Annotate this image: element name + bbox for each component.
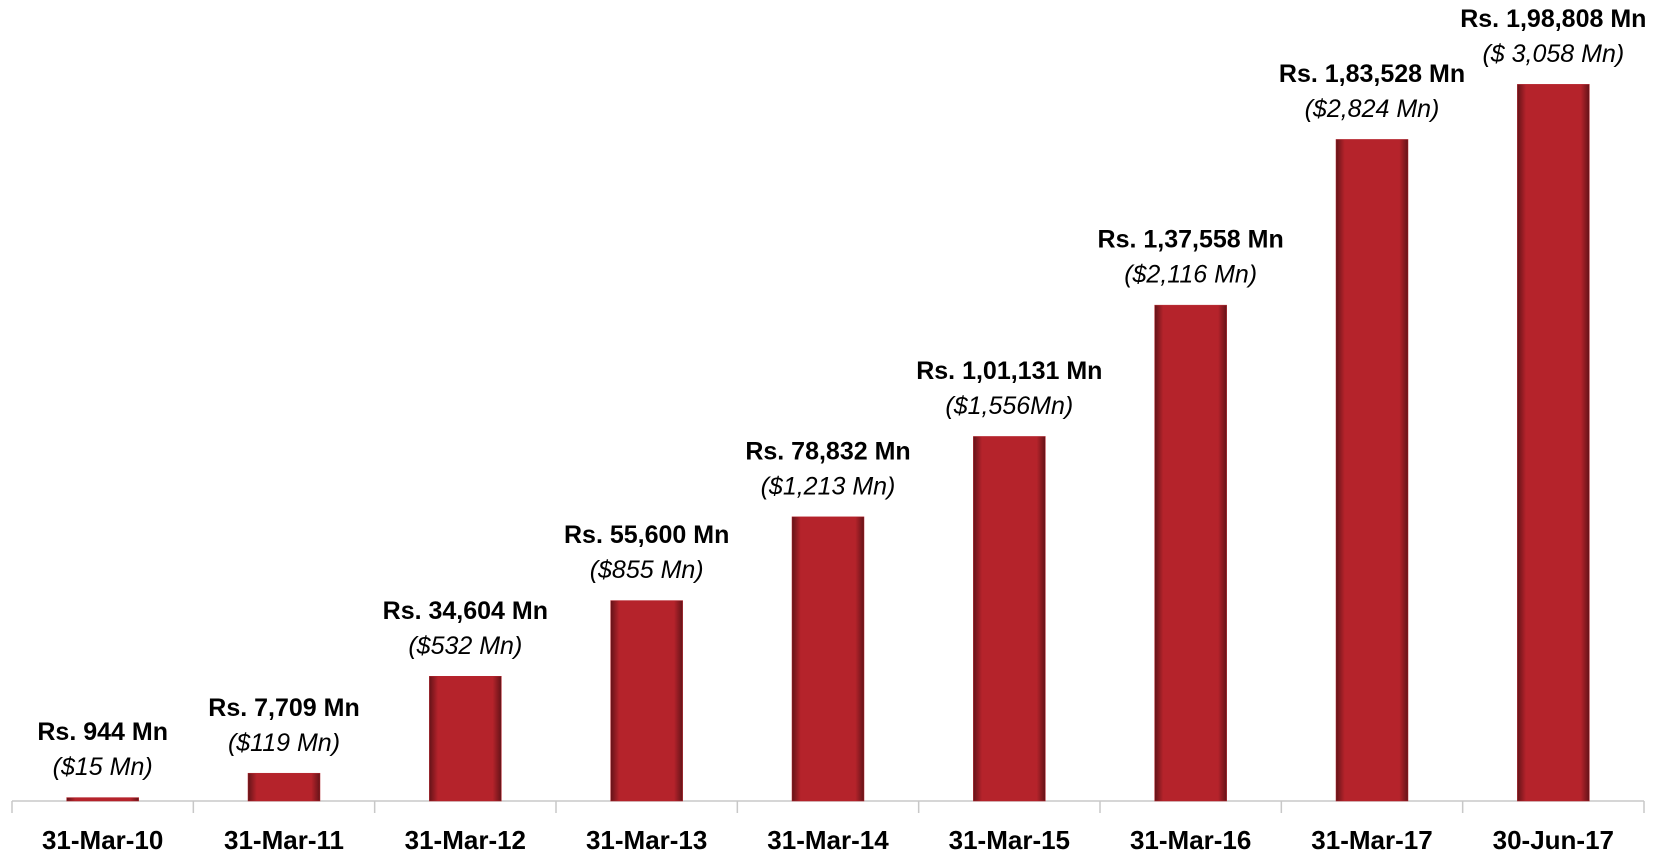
sub-label: ($855 Mn) — [590, 556, 704, 584]
value-label: Rs. 944 Mn — [37, 718, 168, 746]
bar — [429, 676, 502, 802]
value-label: Rs. 1,37,558 Mn — [1098, 226, 1284, 254]
x-tick-label: 31-Mar-11 — [224, 825, 344, 855]
x-tick-label: 31-Mar-15 — [949, 825, 1070, 855]
value-label: Rs. 1,01,131 Mn — [916, 357, 1102, 385]
sub-label: ($2,116 Mn) — [1124, 261, 1257, 289]
sub-label: ($532 Mn) — [408, 632, 522, 660]
x-tick-label: 30-Jun-17 — [1493, 825, 1614, 855]
value-label: Rs. 7,709 Mn — [208, 694, 359, 722]
sub-label: ($2,824 Mn) — [1305, 95, 1440, 123]
sub-label: ($15 Mn) — [53, 753, 153, 781]
x-tick-label: 31-Mar-16 — [1130, 825, 1251, 855]
value-label: Rs. 1,98,808 Mn — [1460, 5, 1646, 33]
x-tick-label: 31-Mar-12 — [405, 825, 526, 855]
bar — [791, 516, 865, 802]
sub-label: ($ 3,058 Mn) — [1482, 40, 1624, 68]
sub-label: ($119 Mn) — [228, 729, 340, 757]
x-tick-label: 31-Mar-10 — [42, 825, 163, 855]
x-tick-label: 31-Mar-17 — [1311, 825, 1432, 855]
bar — [1154, 304, 1227, 802]
x-tick-label: 31-Mar-14 — [767, 825, 889, 855]
bar — [66, 797, 139, 802]
bar — [610, 600, 683, 802]
value-label: Rs. 78,832 Mn — [745, 437, 910, 465]
sub-label: ($1,213 Mn) — [761, 472, 896, 500]
value-label: Rs. 34,604 Mn — [383, 597, 548, 625]
bar — [973, 436, 1046, 802]
bar — [247, 772, 321, 802]
value-label: Rs. 1,83,528 Mn — [1279, 60, 1465, 88]
value-label: Rs. 55,600 Mn — [564, 521, 729, 549]
bar — [1517, 84, 1590, 802]
bar — [1335, 139, 1409, 802]
x-tick-label: 31-Mar-13 — [586, 825, 707, 855]
sub-label: ($1,556Mn) — [945, 392, 1073, 420]
